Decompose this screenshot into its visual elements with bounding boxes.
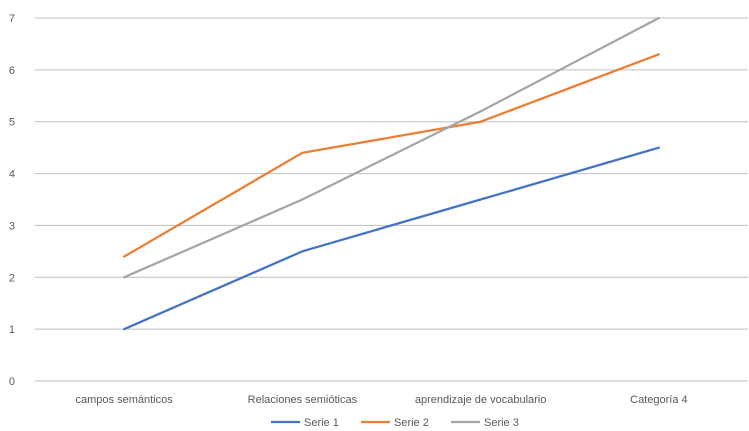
x-tick-label: aprendizaje de vocabulario	[415, 394, 546, 406]
y-tick-label: 7	[9, 13, 15, 25]
x-tick-label: Relaciones semióticas	[248, 394, 358, 406]
y-tick-label: 4	[9, 169, 15, 181]
legend-label-3: Serie 3	[484, 417, 519, 429]
series-lines	[123, 16, 660, 331]
y-axis-ticks: 0 1 2 3 4 5 6 7	[9, 13, 15, 388]
series-line-2	[123, 53, 660, 258]
y-tick-label: 0	[9, 376, 15, 388]
series-line-3	[123, 16, 660, 279]
y-tick-label: 3	[9, 220, 15, 232]
legend-label-1: Serie 1	[304, 417, 339, 429]
x-axis-ticks: campos semánticos Relaciones semióticas ap…	[76, 394, 688, 406]
x-tick-label: Categoría 4	[630, 394, 687, 406]
legend-label-2: Serie 2	[394, 417, 429, 429]
series-line-1	[123, 146, 660, 331]
y-tick-label: 1	[9, 324, 15, 336]
y-tick-label: 2	[9, 272, 15, 284]
y-tick-label: 6	[9, 65, 15, 77]
x-tick-label: campos semánticos	[76, 394, 174, 406]
gridlines	[35, 17, 748, 382]
legend: Serie 1 Serie 2 Serie 3	[271, 417, 519, 429]
y-tick-label: 5	[9, 117, 15, 129]
